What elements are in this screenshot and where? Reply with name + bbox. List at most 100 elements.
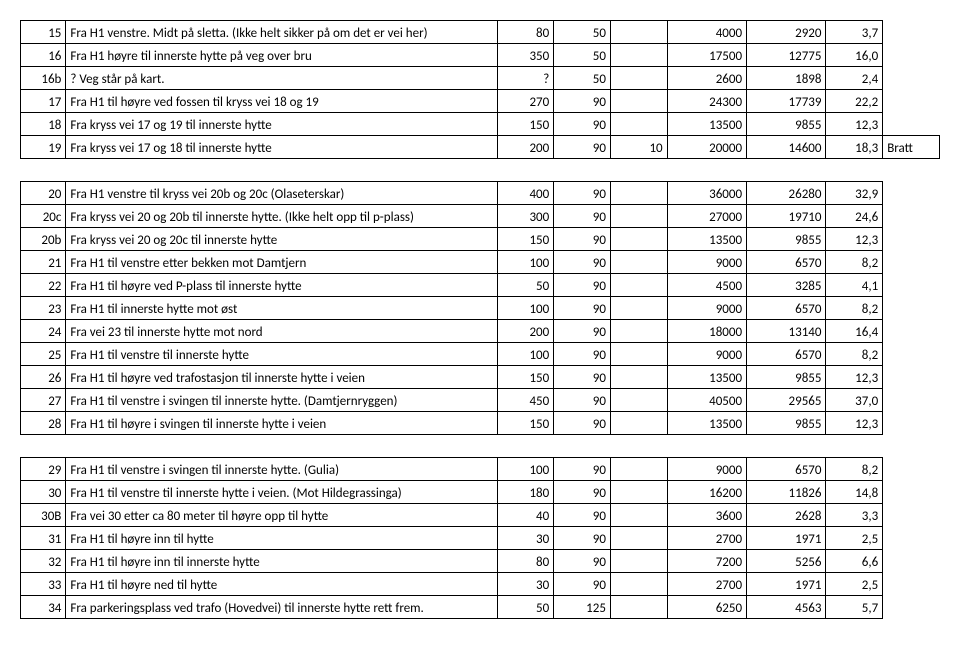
table-row: 16b? Veg står på kart.?50260018982,4 [21,67,940,90]
cell-c: 100 [497,251,554,274]
cell-b: Fra kryss vei 17 og 19 til innerste hytt… [66,113,497,136]
cell-d: 90 [554,274,611,297]
cell-a: 20b [21,228,66,251]
table-row: 32Fra H1 til høyre inn til innerste hytt… [21,550,940,573]
cell-e [610,251,667,274]
cell-e [610,205,667,228]
cell-h: 8,2 [826,251,883,274]
cell-a: 20 [21,182,66,205]
cell-e [610,527,667,550]
cell-i [883,389,940,412]
cell-f: 2700 [667,527,746,550]
cell-d: 90 [554,527,611,550]
cell-f: 13500 [667,228,746,251]
table-row: 23Fra H1 til innerste hytte mot øst10090… [21,297,940,320]
cell-c: 40 [497,504,554,527]
cell-i [883,366,940,389]
cell-h: 2,4 [826,67,883,90]
cell-f: 16200 [667,481,746,504]
cell-i [883,320,940,343]
cell-g: 6570 [747,343,826,366]
table-row: 28Fra H1 til høyre i svingen til innerst… [21,412,940,435]
cell-i [883,228,940,251]
cell-c: 30 [497,527,554,550]
cell-f: 13500 [667,412,746,435]
cell-h: 3,7 [826,21,883,44]
cell-h: 12,3 [826,366,883,389]
cell-g: 13140 [747,320,826,343]
cell-c: 80 [497,550,554,573]
cell-b: Fra vei 30 etter ca 80 meter til høyre o… [66,504,497,527]
cell-b: Fra kryss vei 20 og 20b til innerste hyt… [66,205,497,228]
cell-d: 90 [554,389,611,412]
cell-g: 19710 [747,205,826,228]
cell-h: 32,9 [826,182,883,205]
cell-c: 200 [497,320,554,343]
cell-d: 90 [554,412,611,435]
cell-h: 18,3 [826,136,883,159]
cell-f: 13500 [667,366,746,389]
spacer-row [21,159,940,182]
cell-b: Fra H1 til høyre ved P-plass til innerst… [66,274,497,297]
cell-g: 11826 [747,481,826,504]
data-table: 15Fra H1 venstre. Midt på sletta. (Ikke … [20,20,940,619]
cell-h: 3,3 [826,504,883,527]
cell-h: 8,2 [826,297,883,320]
cell-f: 4500 [667,274,746,297]
table-row: 20cFra kryss vei 20 og 20b til innerste … [21,205,940,228]
cell-d: 90 [554,481,611,504]
cell-i: Bratt [883,136,940,159]
table-row: 27Fra H1 til venstre i svingen til inner… [21,389,940,412]
cell-f: 27000 [667,205,746,228]
cell-e [610,366,667,389]
cell-i [883,251,940,274]
cell-f: 7200 [667,550,746,573]
cell-a: 19 [21,136,66,159]
cell-h: 5,7 [826,596,883,619]
cell-e [610,90,667,113]
cell-a: 25 [21,343,66,366]
cell-g: 14600 [747,136,826,159]
cell-f: 13500 [667,113,746,136]
cell-e [610,573,667,596]
cell-i [883,205,940,228]
table-row: 30BFra vei 30 etter ca 80 meter til høyr… [21,504,940,527]
table-row: 30Fra H1 til venstre til innerste hytte … [21,481,940,504]
cell-a: 33 [21,573,66,596]
cell-a: 28 [21,412,66,435]
cell-a: 26 [21,366,66,389]
cell-d: 90 [554,90,611,113]
cell-f: 9000 [667,297,746,320]
cell-h: 2,5 [826,573,883,596]
table-row: 20Fra H1 venstre til kryss vei 20b og 20… [21,182,940,205]
cell-h: 16,0 [826,44,883,67]
cell-i [883,182,940,205]
cell-a: 16 [21,44,66,67]
cell-b: Fra H1 til høyre ved trafostasjon til in… [66,366,497,389]
cell-i [883,297,940,320]
cell-g: 5256 [747,550,826,573]
cell-b: Fra H1 til venstre til innerste hytte i … [66,481,497,504]
table-row: 34Fra parkeringsplass ved trafo (Hovedve… [21,596,940,619]
cell-f: 18000 [667,320,746,343]
cell-i [883,527,940,550]
cell-h: 12,3 [826,228,883,251]
cell-f: 9000 [667,343,746,366]
cell-d: 90 [554,343,611,366]
cell-f: 6250 [667,596,746,619]
cell-d: 90 [554,550,611,573]
cell-h: 6,6 [826,550,883,573]
cell-g: 12775 [747,44,826,67]
cell-g: 9855 [747,228,826,251]
cell-b: Fra parkeringsplass ved trafo (Hovedvei)… [66,596,497,619]
cell-d: 90 [554,320,611,343]
cell-c: 400 [497,182,554,205]
cell-h: 8,2 [826,458,883,481]
cell-d: 90 [554,182,611,205]
cell-h: 24,6 [826,205,883,228]
table-row: 20bFra kryss vei 20 og 20c til innerste … [21,228,940,251]
cell-e [610,274,667,297]
cell-f: 36000 [667,182,746,205]
cell-d: 90 [554,504,611,527]
cell-e [610,44,667,67]
